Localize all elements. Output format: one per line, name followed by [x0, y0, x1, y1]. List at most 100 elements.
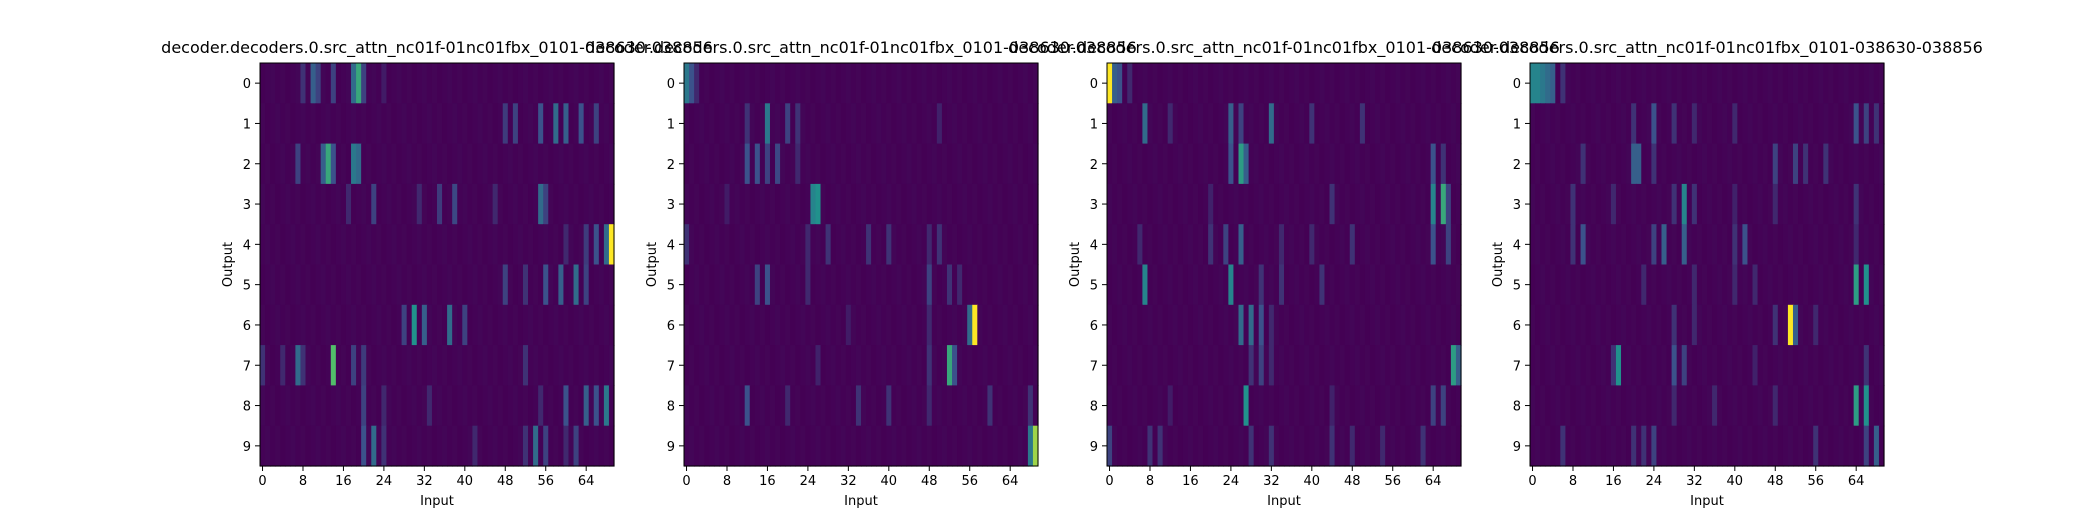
heatmap-cell [805, 264, 812, 306]
heatmap-cell [1319, 425, 1326, 467]
heatmap-cell [739, 425, 746, 467]
heatmap-cell [487, 345, 494, 386]
heatmap-cell [1228, 183, 1235, 225]
heatmap-cell [1757, 425, 1764, 467]
heatmap-cell [754, 304, 761, 346]
heatmap-cell [1707, 224, 1713, 266]
heatmap-cell [835, 304, 842, 346]
heatmap-cell [684, 425, 690, 467]
heatmap-cell [1132, 264, 1138, 306]
heatmap-cell [1304, 264, 1310, 306]
x-tick-label: 32 [840, 474, 857, 489]
heatmap-cell [1182, 103, 1189, 145]
heatmap-cell [538, 304, 544, 346]
heatmap-cell [1818, 304, 1824, 346]
heatmap-cell [1435, 143, 1442, 185]
heatmap-cell [916, 425, 923, 467]
heatmap-cell [1324, 304, 1331, 346]
heatmap-cell [573, 264, 580, 306]
heatmap-cell [952, 63, 958, 104]
heatmap-cell [285, 264, 291, 306]
heatmap-cell [1329, 385, 1336, 427]
x-tick-label: 24 [376, 474, 393, 489]
heatmap-cell [830, 345, 837, 386]
heatmap-cell [684, 63, 690, 104]
heatmap-cell [1555, 264, 1561, 306]
heatmap-cell [1142, 143, 1149, 185]
heatmap-cell [1203, 385, 1209, 427]
heatmap-cell [447, 183, 453, 225]
heatmap-cell [356, 304, 362, 346]
heatmap-cell [431, 143, 438, 185]
heatmap-cell [603, 425, 610, 467]
heatmap-cell [1022, 103, 1029, 145]
heatmap-cell [1636, 143, 1642, 185]
heatmap-cell [447, 345, 453, 386]
heatmap-cell [759, 425, 766, 467]
heatmap-cell [366, 224, 372, 266]
heatmap-cell [1127, 63, 1133, 104]
heatmap-cell [310, 264, 317, 306]
heatmap-cell [492, 304, 499, 346]
heatmap-cell [1017, 63, 1024, 104]
heatmap-cell [916, 183, 923, 225]
heatmap-cell [1223, 425, 1229, 467]
heatmap-cell [820, 143, 827, 185]
heatmap-cell [1873, 385, 1880, 427]
heatmap-cell [442, 425, 448, 467]
heatmap-cell [305, 183, 312, 225]
heatmap-cell [1757, 183, 1764, 225]
heatmap-cell [502, 63, 509, 104]
heatmap-cell [1813, 143, 1819, 185]
heatmap-cell [1445, 224, 1452, 266]
heatmap-cell [300, 224, 307, 266]
heatmap-cell [548, 103, 554, 145]
heatmap-cell [477, 385, 484, 427]
heatmap-cell [1208, 345, 1214, 386]
heatmap-cell [1218, 304, 1224, 346]
heatmap-cell [790, 425, 796, 467]
heatmap-cell [739, 304, 746, 346]
heatmap-cell [1772, 183, 1779, 225]
heatmap-cell [1349, 103, 1356, 145]
heatmap-cell [1017, 224, 1024, 266]
heatmap-cell [876, 143, 882, 185]
heatmap-cell [1742, 103, 1749, 145]
heatmap-cell [1808, 103, 1814, 145]
heatmap-cell [1717, 63, 1723, 104]
heatmap-cell [1585, 425, 1592, 467]
heatmap-cell [1590, 143, 1597, 185]
heatmap-cell [1359, 345, 1366, 386]
heatmap-cell [1550, 345, 1556, 386]
heatmap-cell [381, 63, 388, 104]
heatmap-cell [769, 183, 776, 225]
heatmap-cell [1666, 345, 1673, 386]
heatmap-cell [1198, 385, 1204, 427]
heatmap-cell [406, 385, 413, 427]
heatmap-cell [1818, 224, 1824, 266]
heatmap-cell [1636, 63, 1642, 104]
heatmap-cell [1445, 143, 1452, 185]
heatmap-cell [946, 224, 953, 266]
heatmap-cell [563, 345, 570, 386]
heatmap-cell [295, 304, 302, 346]
heatmap-cell [699, 143, 705, 185]
heatmap-cell [1157, 183, 1164, 225]
heatmap-cell [1137, 385, 1143, 427]
heatmap-cell [957, 264, 963, 306]
heatmap-cell [1565, 345, 1572, 386]
heatmap-cell [881, 224, 887, 266]
heatmap-cell [1022, 183, 1029, 225]
heatmap-cell [1868, 143, 1875, 185]
heatmap-cell [1803, 103, 1809, 145]
heatmap-cell [921, 63, 928, 104]
heatmap-cell [1752, 183, 1759, 225]
heatmap-cell [401, 183, 408, 225]
heatmap-cell [1605, 264, 1612, 306]
heatmap-cell [1369, 425, 1376, 467]
heatmap-cell [507, 264, 514, 306]
heatmap-cell [1681, 103, 1688, 145]
heatmap-cell [1737, 304, 1743, 346]
heatmap-cell [921, 425, 928, 467]
heatmap-cell [1162, 143, 1169, 185]
